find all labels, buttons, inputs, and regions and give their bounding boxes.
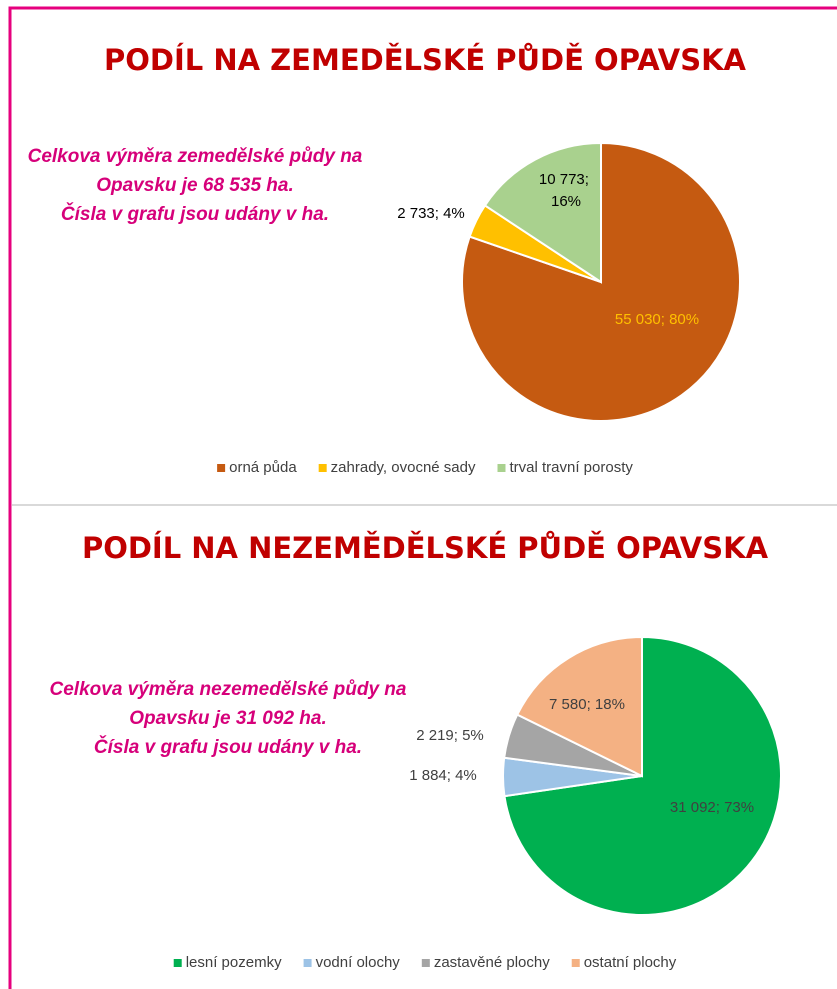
- annotation: Celkova výměra nezemedělské půdy na: [50, 679, 407, 700]
- frame: [8, 6, 837, 989]
- legend-label: lesní pozemky: [186, 954, 282, 971]
- data-label: 31 092; 73%: [670, 799, 754, 816]
- legend-swatch: [571, 959, 580, 967]
- annotation: Čísla v grafu jsou udány v ha.: [61, 203, 329, 225]
- legend-label: orná půda: [229, 459, 297, 476]
- annotation: Opavsku je 68 535 ha.: [96, 175, 294, 196]
- legend-label: zahrady, ovocné sady: [331, 459, 476, 476]
- pie-slice: [515, 635, 643, 778]
- legend-swatch: [497, 464, 506, 472]
- legend-label: trval travní porosty: [509, 459, 633, 476]
- chart-title: PODÍL NA ZEMEDĚLSKÉ PŮDĚ OPAVSKA: [104, 43, 747, 77]
- data-label: 55 030; 80%: [615, 311, 699, 328]
- legend-swatch: [173, 959, 182, 967]
- legend-label: zastavěné plochy: [434, 954, 550, 971]
- data-label: 7 580; 18%: [549, 696, 625, 713]
- legend-label: vodní olochy: [316, 954, 401, 971]
- legend-swatch: [318, 464, 327, 472]
- chart-title: PODÍL NA NEZEMĚDĚLSKÉ PŮDĚ OPAVSKA: [82, 531, 769, 565]
- annotation: Čísla v grafu jsou udány v ha.: [94, 736, 362, 758]
- data-label: 2 219; 5%: [416, 727, 484, 744]
- annotation: Opavsku je 31 092 ha.: [129, 708, 327, 729]
- data-label: 1 884; 4%: [409, 767, 477, 784]
- data-label: 2 733; 4%: [397, 205, 465, 222]
- annotation: Celkova výměra zemedělské půdy na: [28, 146, 363, 167]
- legend-swatch: [421, 959, 430, 967]
- legend-label: ostatní plochy: [584, 954, 677, 971]
- pie-slice: [483, 141, 602, 284]
- data-label: 10 773; 16%: [539, 171, 593, 210]
- legend-swatch: [303, 959, 312, 967]
- legend-swatch: [217, 464, 226, 472]
